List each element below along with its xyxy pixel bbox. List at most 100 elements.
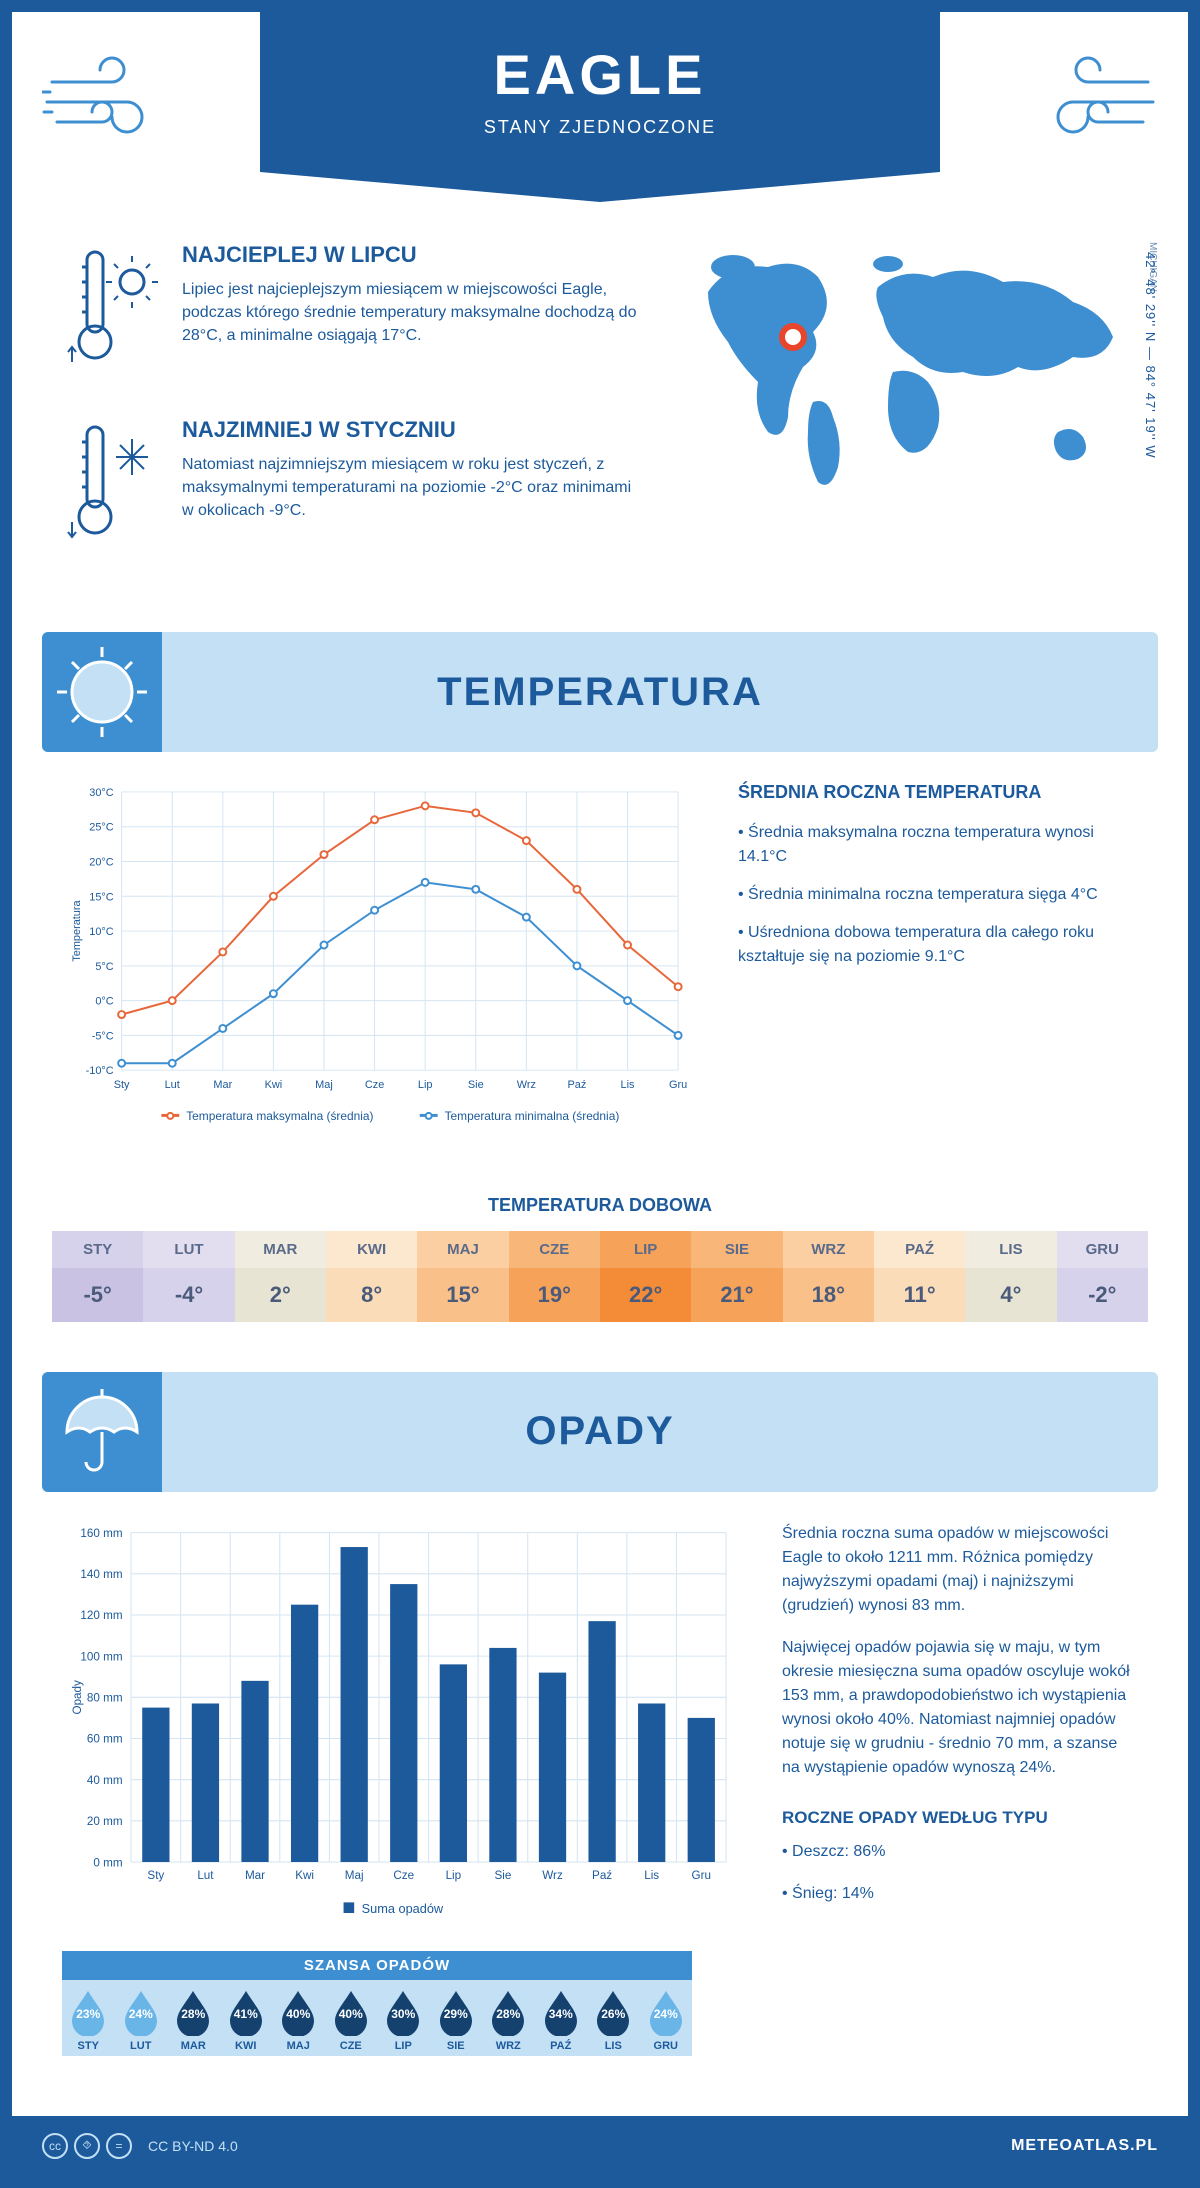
svg-text:Lut: Lut — [165, 1079, 180, 1091]
chance-cell: 30%LIP — [377, 1988, 430, 2052]
svg-text:Sty: Sty — [147, 1869, 164, 1882]
svg-text:Sie: Sie — [495, 1869, 512, 1882]
thermometer-sun-icon — [62, 242, 162, 387]
location-marker — [782, 326, 804, 348]
chance-cell: 24%LUT — [115, 1988, 168, 2052]
summary-row: NAJCIEPLEJ W LIPCU Lipiec jest najcieple… — [12, 222, 1188, 632]
daily-cell: GRU-2° — [1057, 1231, 1148, 1322]
svg-text:15°C: 15°C — [89, 891, 114, 903]
svg-text:Gru: Gru — [669, 1079, 687, 1091]
by-icon: ⯑ — [74, 2133, 100, 2159]
svg-text:30°C: 30°C — [89, 787, 114, 799]
svg-text:Lut: Lut — [197, 1869, 214, 1882]
precip-p2: Najwięcej opadów pojawia się w maju, w t… — [782, 1636, 1138, 1780]
avg-temp-bullet-3: • Uśredniona dobowa temperatura dla całe… — [738, 921, 1138, 969]
svg-text:Sty: Sty — [114, 1079, 130, 1091]
coldest-block: NAJZIMNIEJ W STYCZNIU Natomiast najzimni… — [62, 417, 638, 562]
daily-temp-title: TEMPERATURA DOBOWA — [12, 1195, 1188, 1216]
city-title: EAGLE — [260, 42, 940, 107]
infographic-frame: EAGLE STANY ZJEDNOCZONE NAJCIEPLEJ W LIP… — [0, 0, 1200, 2188]
chance-strip: 23%STY24%LUT28%MAR41%KWI40%MAJ40%CZE30%L… — [62, 1980, 692, 2056]
hottest-text: Lipiec jest najcieplejszym miesiącem w m… — [182, 278, 638, 348]
avg-temp-heading: ŚREDNIA ROCZNA TEMPERATURA — [738, 782, 1138, 803]
temperature-summary: ŚREDNIA ROCZNA TEMPERATURA • Średnia mak… — [738, 782, 1138, 1145]
temperature-heading: TEMPERATURA — [42, 670, 1158, 715]
thermometer-snow-icon — [62, 417, 162, 562]
svg-text:Lis: Lis — [621, 1079, 636, 1091]
svg-text:Maj: Maj — [315, 1079, 333, 1091]
chance-cell: 23%STY — [62, 1988, 115, 2052]
svg-text:40 mm: 40 mm — [87, 1774, 123, 1787]
daily-cell: KWI8° — [326, 1231, 417, 1322]
chance-cell: 41%KWI — [220, 1988, 273, 2052]
svg-text:Temperatura maksymalna (średni: Temperatura maksymalna (średnia) — [186, 1109, 373, 1123]
daily-cell: PAŹ11° — [874, 1231, 965, 1322]
umbrella-icon — [47, 1377, 157, 1487]
svg-text:160 mm: 160 mm — [80, 1527, 122, 1540]
svg-text:Kwi: Kwi — [295, 1869, 314, 1882]
precip-bar-chart: 0 mm20 mm40 mm60 mm80 mm100 mm120 mm140 … — [62, 1522, 742, 1926]
temperature-line-chart: -10°C-5°C0°C5°C10°C15°C20°C25°C30°CStyLu… — [62, 782, 698, 1140]
daily-cell: CZE19° — [509, 1231, 600, 1322]
svg-text:25°C: 25°C — [89, 822, 114, 834]
svg-text:Kwi: Kwi — [265, 1079, 283, 1091]
svg-text:10°C: 10°C — [89, 926, 114, 938]
daily-cell: SIE21° — [691, 1231, 782, 1322]
precip-heading: OPADY — [42, 1409, 1158, 1454]
country-subtitle: STANY ZJEDNOCZONE — [260, 117, 940, 138]
svg-text:Paź: Paź — [568, 1079, 587, 1091]
chance-title: SZANSA OPADÓW — [62, 1951, 692, 1980]
header: EAGLE STANY ZJEDNOCZONE — [12, 12, 1188, 222]
world-map: MICHIGAN 42° 48' 29'' N — 84° 47' 19'' W — [678, 242, 1138, 592]
cc-icon: cc — [42, 2133, 68, 2159]
daily-cell: WRZ18° — [783, 1231, 874, 1322]
svg-text:Wrz: Wrz — [542, 1869, 563, 1882]
svg-text:Lip: Lip — [418, 1079, 433, 1091]
svg-text:Mar: Mar — [245, 1869, 265, 1882]
svg-text:Maj: Maj — [345, 1869, 364, 1882]
wind-icon-right — [1028, 52, 1158, 152]
svg-text:Gru: Gru — [692, 1869, 711, 1882]
coords-label: 42° 48' 29'' N — 84° 47' 19'' W — [1143, 252, 1158, 459]
chance-cell: 28%MAR — [167, 1988, 220, 2052]
daily-cell: LIS4° — [965, 1231, 1056, 1322]
svg-text:20°C: 20°C — [89, 856, 114, 868]
svg-text:80 mm: 80 mm — [87, 1691, 123, 1704]
svg-text:Paź: Paź — [592, 1869, 612, 1882]
svg-text:Lip: Lip — [446, 1869, 462, 1882]
coldest-title: NAJZIMNIEJ W STYCZNIU — [182, 417, 638, 443]
svg-text:120 mm: 120 mm — [80, 1609, 122, 1622]
svg-text:5°C: 5°C — [95, 961, 113, 973]
daily-cell: MAJ15° — [417, 1231, 508, 1322]
svg-text:Mar: Mar — [213, 1079, 232, 1091]
svg-text:-5°C: -5°C — [92, 1030, 114, 1042]
nd-icon: = — [106, 2133, 132, 2159]
daily-cell: STY-5° — [52, 1231, 143, 1322]
hottest-block: NAJCIEPLEJ W LIPCU Lipiec jest najcieple… — [62, 242, 638, 387]
chance-cell: 29%SIE — [430, 1988, 483, 2052]
sun-icon — [47, 637, 157, 747]
hottest-title: NAJCIEPLEJ W LIPCU — [182, 242, 638, 268]
daily-cell: MAR2° — [235, 1231, 326, 1322]
svg-text:Temperatura minimalna (średnia: Temperatura minimalna (średnia) — [445, 1109, 620, 1123]
daily-cell: LUT-4° — [143, 1231, 234, 1322]
precip-type-rain: • Deszcz: 86% — [782, 1840, 1138, 1864]
svg-text:Wrz: Wrz — [517, 1079, 536, 1091]
precip-type-heading: ROCZNE OPADY WEDŁUG TYPU — [782, 1805, 1138, 1831]
avg-temp-bullet-2: • Średnia minimalna roczna temperatura s… — [738, 883, 1138, 907]
map-svg — [678, 242, 1138, 502]
daily-cell: LIP22° — [600, 1231, 691, 1322]
svg-text:20 mm: 20 mm — [87, 1815, 123, 1828]
precip-type-snow: • Śnieg: 14% — [782, 1882, 1138, 1906]
svg-text:Cze: Cze — [365, 1079, 384, 1091]
chance-cell: 34%PAŹ — [535, 1988, 588, 2052]
chance-cell: 28%WRZ — [482, 1988, 535, 2052]
svg-text:0 mm: 0 mm — [93, 1856, 122, 1869]
avg-temp-bullet-1: • Średnia maksymalna roczna temperatura … — [738, 821, 1138, 869]
chance-cell: 24%GRU — [640, 1988, 693, 2052]
footer: cc ⯑ = CC BY-ND 4.0 METEOATLAS.PL — [12, 2116, 1188, 2176]
svg-text:Lis: Lis — [644, 1869, 659, 1882]
title-banner: EAGLE STANY ZJEDNOCZONE — [260, 12, 940, 172]
brand-label: METEOATLAS.PL — [1011, 2137, 1158, 2155]
svg-text:Opady: Opady — [71, 1680, 84, 1715]
